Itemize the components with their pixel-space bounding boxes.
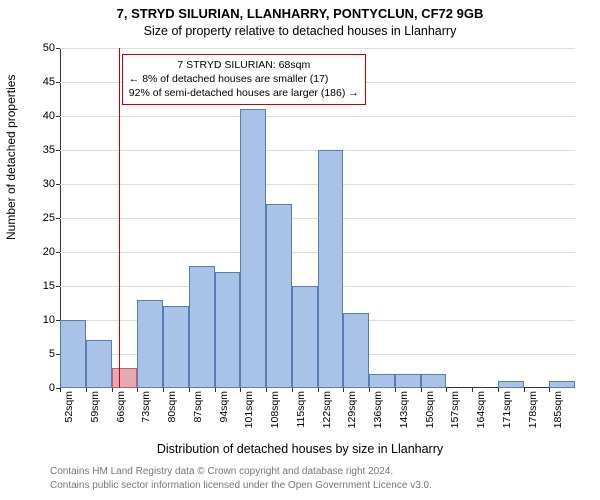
grid-line bbox=[60, 48, 575, 49]
x-tick-label: 157sqm bbox=[449, 391, 461, 428]
x-tick-mark bbox=[549, 388, 550, 392]
y-tick-mark bbox=[56, 218, 60, 219]
x-tick-label: 66sqm bbox=[115, 391, 127, 423]
annotation-line: ← 8% of detached houses are smaller (17) bbox=[129, 72, 359, 86]
histogram-bar bbox=[343, 313, 369, 388]
histogram-bar bbox=[266, 204, 292, 388]
histogram-bar bbox=[240, 109, 266, 388]
histogram-bar bbox=[549, 381, 575, 388]
x-tick-label: 122sqm bbox=[321, 391, 333, 428]
x-tick-label: 164sqm bbox=[475, 391, 487, 428]
subtitle: Size of property relative to detached ho… bbox=[0, 24, 600, 38]
annotation-line: 7 STRYD SILURIAN: 68sqm bbox=[129, 58, 359, 72]
y-tick-label: 25 bbox=[43, 212, 55, 224]
y-tick-mark bbox=[56, 48, 60, 49]
y-tick-label: 0 bbox=[49, 382, 55, 394]
x-tick-label: 185sqm bbox=[552, 391, 564, 428]
histogram-bar bbox=[498, 381, 524, 388]
histogram-bar bbox=[86, 340, 112, 388]
y-tick-label: 5 bbox=[49, 348, 55, 360]
grid-line bbox=[60, 116, 575, 117]
y-tick-label: 35 bbox=[43, 144, 55, 156]
x-tick-mark bbox=[163, 388, 164, 392]
x-tick-label: 101sqm bbox=[243, 391, 255, 428]
histogram-bar bbox=[163, 306, 189, 388]
x-tick-mark bbox=[60, 388, 61, 392]
histogram-bar bbox=[60, 320, 86, 388]
histogram-bar bbox=[421, 374, 447, 388]
marker-line bbox=[119, 48, 120, 388]
x-tick-mark bbox=[240, 388, 241, 392]
histogram-bar bbox=[292, 286, 318, 388]
x-tick-mark bbox=[266, 388, 267, 392]
footer-copyright-2: Contains public sector information licen… bbox=[50, 480, 432, 491]
x-tick-label: 178sqm bbox=[527, 391, 539, 428]
histogram-bar bbox=[215, 272, 241, 388]
histogram-bar bbox=[369, 374, 395, 388]
x-tick-mark bbox=[446, 388, 447, 392]
x-tick-mark bbox=[369, 388, 370, 392]
histogram-plot: 0510152025303540455052sqm59sqm66sqm73sqm… bbox=[60, 48, 575, 388]
x-tick-label: 73sqm bbox=[140, 391, 152, 423]
y-tick-mark bbox=[56, 252, 60, 253]
y-tick-label: 40 bbox=[43, 110, 55, 122]
x-tick-label: 87sqm bbox=[192, 391, 204, 423]
x-tick-label: 94sqm bbox=[218, 391, 230, 423]
x-tick-mark bbox=[292, 388, 293, 392]
x-tick-mark bbox=[498, 388, 499, 392]
x-tick-label: 80sqm bbox=[166, 391, 178, 423]
x-tick-mark bbox=[215, 388, 216, 392]
x-tick-label: 115sqm bbox=[295, 391, 307, 428]
histogram-bar bbox=[189, 266, 215, 388]
x-tick-label: 108sqm bbox=[269, 391, 281, 428]
y-tick-label: 10 bbox=[43, 314, 55, 326]
y-tick-mark bbox=[56, 150, 60, 151]
x-tick-label: 129sqm bbox=[346, 391, 358, 428]
x-tick-label: 171sqm bbox=[501, 391, 513, 428]
histogram-bar bbox=[137, 300, 163, 388]
histogram-bar bbox=[318, 150, 344, 388]
x-tick-mark bbox=[189, 388, 190, 392]
histogram-bar bbox=[395, 374, 421, 388]
x-tick-mark bbox=[395, 388, 396, 392]
x-tick-label: 136sqm bbox=[372, 391, 384, 428]
x-tick-mark bbox=[137, 388, 138, 392]
y-tick-mark bbox=[56, 286, 60, 287]
y-tick-label: 20 bbox=[43, 246, 55, 258]
annotation-box: 7 STRYD SILURIAN: 68sqm← 8% of detached … bbox=[122, 54, 366, 105]
x-axis-label: Distribution of detached houses by size … bbox=[0, 442, 600, 456]
x-tick-label: 52sqm bbox=[63, 391, 75, 423]
y-tick-mark bbox=[56, 82, 60, 83]
footer-copyright-1: Contains HM Land Registry data © Crown c… bbox=[50, 466, 393, 477]
x-tick-mark bbox=[318, 388, 319, 392]
x-tick-mark bbox=[472, 388, 473, 392]
x-tick-label: 143sqm bbox=[398, 391, 410, 428]
x-tick-mark bbox=[421, 388, 422, 392]
address-title: 7, STRYD SILURIAN, LLANHARRY, PONTYCLUN,… bbox=[0, 6, 600, 21]
y-tick-label: 30 bbox=[43, 178, 55, 190]
y-axis-label: Number of detached properties bbox=[4, 75, 18, 240]
y-tick-label: 15 bbox=[43, 280, 55, 292]
x-tick-label: 59sqm bbox=[89, 391, 101, 423]
y-tick-label: 45 bbox=[43, 76, 55, 88]
annotation-line: 92% of semi-detached houses are larger (… bbox=[129, 86, 359, 100]
x-tick-mark bbox=[524, 388, 525, 392]
x-tick-mark bbox=[343, 388, 344, 392]
y-tick-mark bbox=[56, 116, 60, 117]
y-tick-mark bbox=[56, 184, 60, 185]
x-tick-label: 150sqm bbox=[424, 391, 436, 428]
y-tick-label: 50 bbox=[43, 42, 55, 54]
histogram-bar bbox=[112, 368, 138, 388]
x-tick-mark bbox=[86, 388, 87, 392]
x-tick-mark bbox=[112, 388, 113, 392]
